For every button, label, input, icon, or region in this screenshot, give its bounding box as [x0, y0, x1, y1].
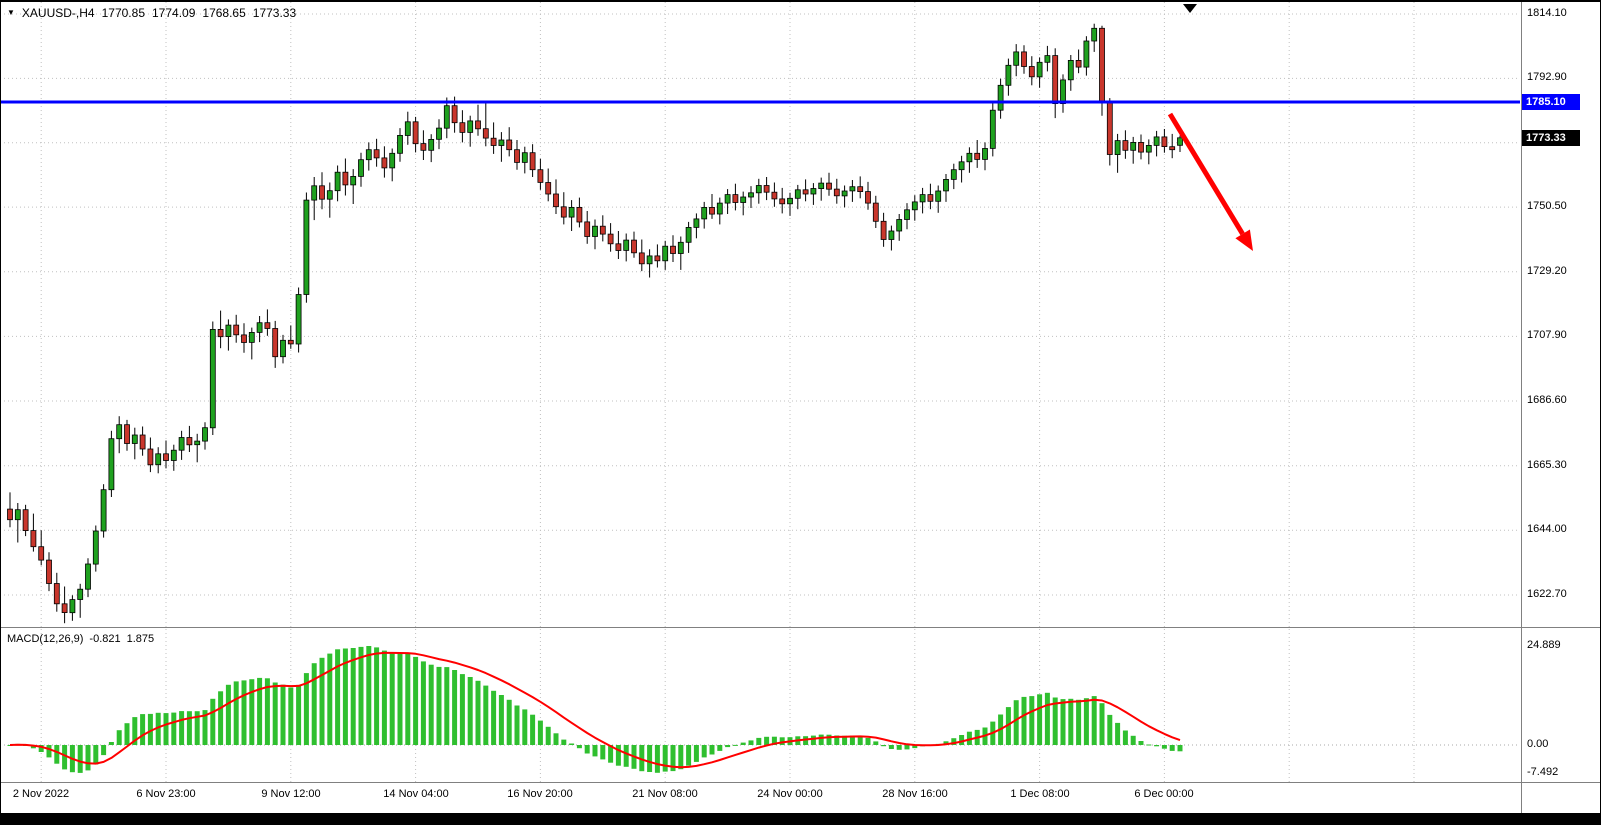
ohlc-low: 1768.65	[202, 6, 246, 20]
window-bottom-bar	[0, 813, 1601, 825]
macd-main-value: -0.821	[89, 633, 121, 645]
dropdown-arrow-icon[interactable]: ▼	[7, 8, 15, 17]
candles-layer	[7, 23, 1183, 624]
macd-name: MACD(12,26,9)	[7, 633, 84, 645]
current-price-tag: 1773.33	[1522, 130, 1580, 146]
resistance-price-tag: 1785.10	[1522, 94, 1580, 110]
ohlc-close: 1773.33	[252, 6, 297, 20]
resistance-line[interactable]	[0, 100, 1520, 104]
symbol-ohlc-readout: ▼ XAUUSD-,H4 1770.85 1774.09 1768.65 177…	[7, 6, 296, 20]
macd-signal-value: 1.875	[126, 633, 155, 645]
macd-signal-line	[9, 651, 1181, 769]
chart-shift-marker-icon[interactable]	[1183, 4, 1197, 13]
macd-pane	[0, 646, 1520, 773]
macd-indicator-label: MACD(12,26,9) -0.821 1.875	[7, 633, 154, 645]
trend-arrow-annotation[interactable]	[1167, 112, 1253, 251]
window-border-top	[0, 0, 1601, 2]
ohlc-open: 1770.85	[101, 6, 145, 20]
ohlc-high: 1774.09	[152, 6, 196, 20]
grid-lines	[0, 2, 1520, 782]
symbol-timeframe-label: XAUUSD-,H4	[21, 6, 95, 20]
window-border-left	[0, 0, 1, 825]
